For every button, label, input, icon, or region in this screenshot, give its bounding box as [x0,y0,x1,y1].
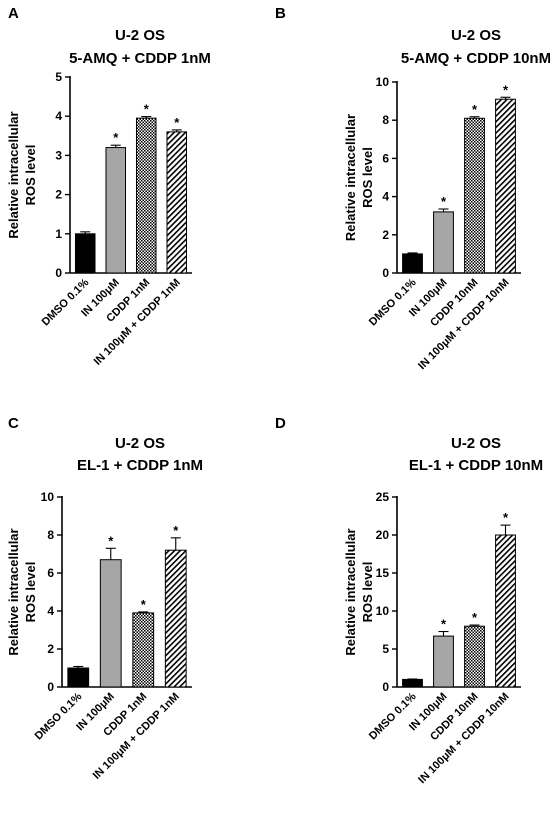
significance-star: * [503,510,509,525]
y-tick-label: 3 [55,148,62,162]
category-label: DMSO 0.1% [40,276,92,328]
category-label: DMSO 0.1% [367,276,419,328]
y-tick-label: 0 [47,680,54,694]
significance-star: * [173,523,179,538]
y-tick-label: 20 [376,528,390,542]
y-tick-label: 2 [55,188,62,202]
significance-star: * [472,610,478,625]
chart-title-line: 5-AMQ + CDDP 10nM [401,50,550,67]
y-tick-label: 8 [382,113,389,127]
bar [402,678,423,688]
category-label: DMSO 0.1% [33,690,85,742]
chart-title-line: 5-AMQ + CDDP 1nM [69,50,211,67]
chart-panel-c: C U-2 OS EL-1 + CDDP 1nM Relative intracell… [6,415,203,782]
panel-letter: C [8,415,19,432]
chart-title-line: U-2 OS [451,435,501,452]
chart-panel-a: A U-2 OS 5-AMQ + CDDP 1nM Relative intracel… [6,5,211,368]
bar [99,559,122,688]
significance-star: * [113,130,119,145]
y-tick-label: 10 [41,490,55,504]
bar [166,131,188,274]
y-tick-label: 4 [47,604,54,618]
bar [464,625,485,688]
bar [132,612,155,688]
y-tick-label: 2 [382,228,389,242]
significance-star: * [141,597,147,612]
bar [433,635,454,688]
y-tick-label: 10 [376,75,390,89]
y-tick-label: 6 [382,151,389,165]
chart-title-line: U-2 OS [115,435,165,452]
panel-letter: A [8,5,19,22]
bar [105,147,127,274]
bar [433,211,454,274]
significance-star: * [441,617,447,632]
panel-letter: D [275,415,286,432]
chart-title-line: U-2 OS [115,27,165,44]
bar [135,117,157,274]
chart-title-line: EL-1 + CDDP 10nM [409,457,543,474]
y-axis-label: Relative intracellular [6,528,21,655]
significance-star: * [441,194,447,209]
bar [67,667,90,688]
chart-title-line: U-2 OS [451,27,501,44]
y-tick-label: 4 [382,190,389,204]
y-axis-label: ROS level [360,562,375,623]
category-label: DMSO 0.1% [367,690,419,742]
y-tick-label: 5 [55,70,62,84]
chart-title-line: EL-1 + CDDP 1nM [77,457,203,474]
significance-star: * [503,82,509,97]
bar [402,253,423,274]
y-tick-label: 25 [376,490,390,504]
bar [74,233,96,274]
bar [495,98,516,274]
y-tick-label: 5 [382,642,389,656]
significance-star: * [144,102,150,117]
y-axis-label: Relative intracellular [343,114,358,241]
y-axis-label: Relative intracellular [6,111,21,238]
y-tick-label: 2 [47,642,54,656]
y-tick-label: 15 [376,566,390,580]
y-tick-label: 0 [55,266,62,280]
chart-panel-b: B U-2 OS 5-AMQ + CDDP 10nM Relative intrace… [275,5,550,372]
y-axis-label: Relative intracellular [343,528,358,655]
y-tick-label: 1 [55,227,62,241]
y-tick-label: 0 [382,266,389,280]
significance-star: * [472,102,478,117]
significance-star: * [174,115,180,130]
panel-letter: B [275,5,286,22]
chart-panel-d: D U-2 OS EL-1 + CDDP 10nM Relative intracel… [275,415,543,786]
y-tick-label: 6 [47,566,54,580]
y-axis-label: ROS level [23,562,38,623]
bar [495,534,516,688]
panels-root: A U-2 OS 5-AMQ + CDDP 1nM Relative intracel… [6,5,550,786]
y-tick-label: 8 [47,528,54,542]
significance-star: * [108,533,114,548]
bar [464,117,485,274]
y-axis-label: ROS level [23,145,38,206]
y-tick-label: 4 [55,109,62,123]
y-axis-label: ROS level [360,147,375,208]
bar [164,549,187,688]
y-tick-label: 0 [382,680,389,694]
y-tick-label: 10 [376,604,390,618]
